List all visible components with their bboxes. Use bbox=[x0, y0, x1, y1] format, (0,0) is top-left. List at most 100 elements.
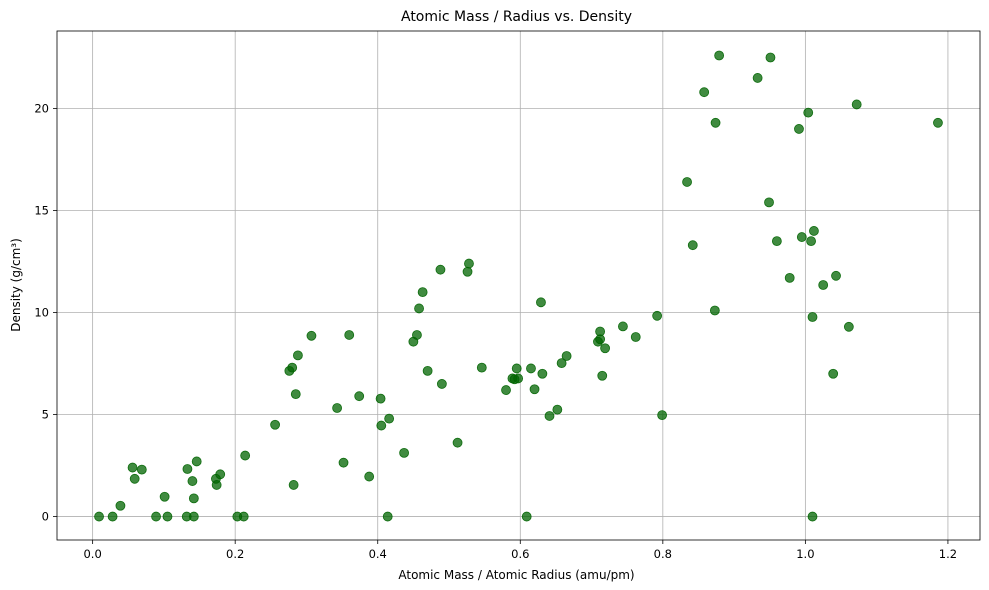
data-point-14 bbox=[191, 456, 202, 467]
data-point-37 bbox=[399, 447, 410, 458]
data-point-34 bbox=[376, 420, 387, 431]
data-point-68 bbox=[618, 321, 628, 332]
data-point-87 bbox=[807, 312, 818, 322]
data-point-8 bbox=[162, 511, 173, 522]
y-tick-label: 5 bbox=[42, 408, 49, 422]
data-point-78 bbox=[752, 73, 763, 83]
data-points bbox=[94, 50, 943, 522]
data-point-7 bbox=[159, 491, 170, 502]
data-point-42 bbox=[422, 365, 433, 376]
data-point-69 bbox=[630, 332, 641, 342]
data-point-47 bbox=[464, 258, 474, 269]
data-point-59 bbox=[544, 411, 555, 421]
data-point-85 bbox=[803, 107, 814, 118]
data-point-61 bbox=[556, 358, 567, 369]
data-point-74 bbox=[699, 87, 710, 98]
y-axis-label: Density (g/cm³) bbox=[9, 238, 23, 332]
data-point-55 bbox=[526, 363, 536, 374]
data-point-93 bbox=[843, 321, 854, 332]
data-point-5 bbox=[136, 464, 147, 475]
data-point-29 bbox=[338, 457, 349, 468]
data-point-54 bbox=[521, 511, 532, 522]
x-tick-label: 0.4 bbox=[369, 547, 387, 561]
x-axis-ticks: 0.0 0.2 0.4 0.6 0.8 1.0 1.2 bbox=[83, 540, 957, 561]
data-point-80 bbox=[765, 52, 776, 63]
data-point-79 bbox=[764, 197, 774, 208]
x-tick-label: 1.2 bbox=[939, 547, 957, 561]
data-point-60 bbox=[552, 404, 563, 415]
data-point-83 bbox=[794, 124, 804, 134]
data-point-65 bbox=[595, 326, 606, 337]
data-point-73 bbox=[687, 240, 698, 251]
data-point-81 bbox=[771, 236, 782, 247]
data-point-90 bbox=[818, 280, 829, 290]
data-point-67 bbox=[600, 343, 610, 354]
data-point-43 bbox=[435, 264, 446, 275]
x-axis-label: Atomic Mass / Atomic Radius (amu/pm) bbox=[398, 568, 634, 582]
plot-frame bbox=[56, 30, 981, 541]
data-point-46 bbox=[462, 266, 473, 277]
data-point-11 bbox=[187, 476, 198, 486]
data-point-49 bbox=[501, 385, 511, 395]
data-point-10 bbox=[182, 464, 193, 474]
data-point-0 bbox=[94, 511, 104, 522]
data-point-35 bbox=[382, 511, 393, 522]
data-point-28 bbox=[332, 403, 343, 413]
data-point-2 bbox=[115, 500, 126, 511]
data-point-94 bbox=[851, 99, 862, 110]
data-point-12 bbox=[188, 493, 199, 504]
data-point-19 bbox=[238, 511, 249, 522]
data-point-92 bbox=[831, 270, 841, 281]
data-point-32 bbox=[364, 471, 375, 482]
data-point-6 bbox=[151, 511, 161, 522]
data-point-13 bbox=[188, 511, 199, 522]
data-point-23 bbox=[287, 362, 298, 373]
data-point-53 bbox=[513, 373, 524, 384]
x-tick-label: 0.0 bbox=[83, 547, 101, 561]
data-point-41 bbox=[417, 287, 428, 298]
data-point-89 bbox=[809, 226, 819, 236]
data-point-95 bbox=[933, 117, 943, 128]
data-point-91 bbox=[828, 368, 839, 379]
data-point-77 bbox=[714, 50, 725, 61]
data-point-3 bbox=[127, 462, 138, 473]
data-point-88 bbox=[807, 511, 818, 522]
y-axis-ticks: 0 5 10 15 20 bbox=[34, 102, 57, 524]
data-point-56 bbox=[529, 384, 540, 395]
chart-title: Atomic Mass / Radius vs. Density bbox=[401, 9, 632, 25]
data-point-62 bbox=[561, 351, 572, 361]
data-point-82 bbox=[784, 272, 795, 283]
data-point-4 bbox=[129, 473, 140, 484]
y-tick-label: 20 bbox=[34, 102, 49, 116]
data-point-17 bbox=[215, 469, 226, 480]
data-point-75 bbox=[709, 305, 720, 316]
data-point-26 bbox=[293, 350, 303, 361]
data-point-21 bbox=[270, 419, 280, 430]
data-point-30 bbox=[344, 330, 355, 340]
data-point-76 bbox=[710, 117, 721, 128]
y-tick-label: 0 bbox=[42, 510, 49, 524]
data-point-57 bbox=[536, 297, 546, 308]
data-point-58 bbox=[537, 368, 548, 379]
data-point-48 bbox=[476, 362, 487, 373]
data-point-27 bbox=[306, 330, 317, 341]
data-point-45 bbox=[452, 437, 463, 448]
data-point-70 bbox=[652, 310, 663, 321]
data-point-52 bbox=[511, 363, 522, 374]
x-tick-label: 0.8 bbox=[654, 547, 672, 561]
data-point-84 bbox=[796, 232, 807, 242]
x-tick-label: 0.2 bbox=[226, 547, 244, 561]
data-point-36 bbox=[384, 413, 395, 424]
y-tick-label: 15 bbox=[34, 204, 49, 218]
data-point-25 bbox=[290, 389, 301, 400]
data-point-40 bbox=[414, 303, 424, 314]
data-point-24 bbox=[288, 480, 299, 490]
data-point-72 bbox=[682, 177, 692, 187]
x-tick-label: 1.0 bbox=[796, 547, 814, 561]
data-point-86 bbox=[806, 236, 816, 247]
data-point-71 bbox=[657, 410, 668, 421]
data-point-33 bbox=[375, 393, 386, 404]
data-point-20 bbox=[240, 450, 251, 461]
data-point-39 bbox=[412, 330, 422, 340]
